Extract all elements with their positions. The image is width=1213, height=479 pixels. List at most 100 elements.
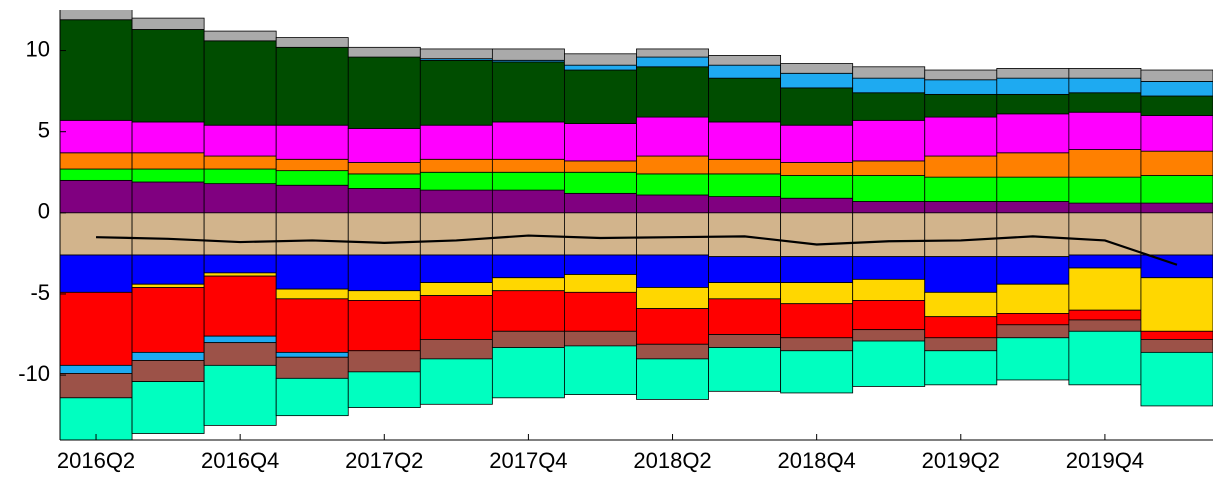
bar-segment [996,337,1070,381]
bar-segment [564,123,637,162]
bar-segment [780,212,854,258]
bar-segment [491,347,565,399]
bar-segment [996,313,1070,326]
bar-segment [780,337,854,352]
bar-segment [419,124,493,160]
bar-segment [636,254,709,288]
bar-segment [419,358,493,405]
bar-segment [996,256,1070,285]
bar-segment [636,194,709,214]
bar-segment [203,30,277,42]
bar-segment [203,183,277,214]
bar-segment [996,77,1070,95]
bar-segment [1068,176,1142,204]
bar-segment [924,337,998,352]
bar-segment [419,189,493,214]
x-tick-label: 2019Q2 [922,448,1000,473]
bar-segment [1068,267,1142,311]
bar-segment [852,119,926,162]
bar-segment [924,350,998,386]
bar-segment [708,173,782,198]
bar-segment [491,212,565,256]
bar-segment [852,77,926,94]
bar-segment [419,282,493,296]
bar-segment [636,358,709,400]
bar-segment [275,184,349,214]
bar-segment [131,360,205,382]
bar-segment [708,282,782,300]
bar-segment [780,87,854,126]
bar-segment [708,347,782,392]
bar-segment [924,291,998,318]
bar-segment [636,155,709,175]
bar-segment [275,356,349,379]
bar-segment [1140,277,1213,332]
bar-segment [708,158,782,175]
bar-segment [564,274,637,293]
bar-segment [1068,309,1142,321]
bar-segment [347,162,421,175]
bar-segment [131,283,205,288]
bar-segment [924,79,998,95]
bar-segment [996,93,1070,115]
bar-segment [60,10,133,21]
bar-segment [491,121,565,160]
y-tick-label: -5 [30,280,50,305]
bar-segment [852,340,926,387]
bar-segment [275,377,349,417]
bar-segment [1140,69,1213,82]
bar-segment [131,351,205,361]
bar-segment [564,345,637,395]
bar-segment [852,329,926,342]
bar-segment [564,64,637,71]
bar-segment [60,168,133,181]
bar-segment [708,77,782,123]
bar-segment [636,308,709,345]
bar-segment [1140,115,1213,152]
x-tick-label: 2017Q4 [489,448,567,473]
bar-segment [780,162,854,176]
bar-segment [419,212,493,256]
bar-segment [636,116,709,157]
bar-segment [60,179,133,214]
bar-segment [347,350,421,373]
bar-segment [419,338,493,360]
bar-segment [491,171,565,191]
bar-segment [203,335,277,344]
bar-segment [924,176,998,202]
bar-segment [60,291,133,366]
bar-segment [996,212,1070,258]
bar-segment [996,176,1070,202]
bar-segment [564,291,637,332]
line [96,234,1178,266]
bar-segment [1068,149,1142,178]
bar-segment [131,17,205,30]
bar-segment [1140,254,1213,279]
axes: -10 -5 0 5 10 2016Q2 2016Q4 2017Q2 2017Q4 2018Q2 2… [18,10,1213,473]
bar-segment [275,351,349,358]
bar-segment [131,254,205,285]
bar-segment [924,155,998,178]
bar-segment [1140,150,1213,176]
bar-segment [780,72,854,89]
bar-segment [636,173,709,196]
bar-segment [203,254,277,274]
bar-segment [708,212,782,258]
bar-segment [636,56,709,68]
bar-segment [347,173,421,189]
bar-segment [275,212,349,256]
bar-segment [1140,351,1213,407]
bar-segment [852,160,926,176]
bar-segment [852,300,926,331]
bar-segment [60,119,133,154]
bar-segment [924,69,998,81]
y-tick-label: 5 [38,118,50,143]
y-tick-label: 0 [38,199,50,224]
bar-segment [996,324,1070,339]
bar-segment [1068,77,1142,94]
bar-segment [1140,330,1213,340]
bar-segment [419,254,493,284]
bar-segment [636,212,709,256]
bar-segment [491,254,565,279]
bar-segment [564,69,637,124]
